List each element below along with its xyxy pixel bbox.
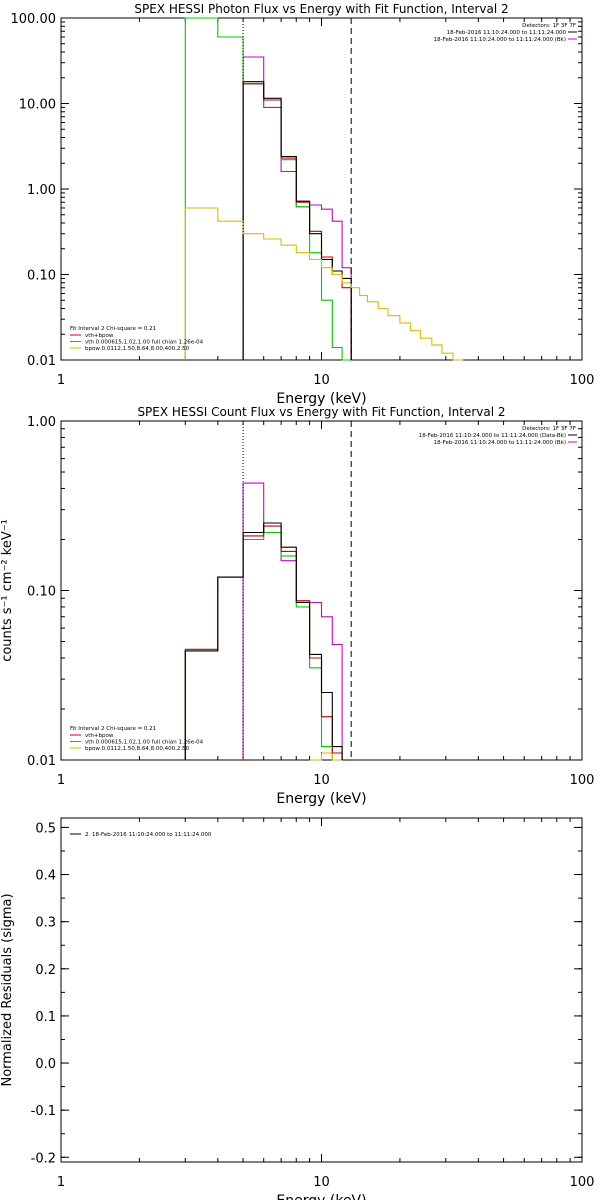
series-vth [184, 531, 333, 760]
panel-title: SPEX HESSI Count Flux vs Energy with Fit… [137, 405, 505, 419]
series-bpow [309, 752, 343, 761]
series-vth-bpow [242, 83, 352, 360]
y-tick-label: 0.2 [35, 963, 56, 978]
time-data-label: 18-Feb-2016 11:10:24.000 to 11:11:24.000… [419, 433, 566, 439]
detectors-label: Detectors: 1F 3F 7F [522, 23, 576, 29]
series-data [184, 522, 343, 760]
legend-bpow-label: bpow 0.0112,1.50,8.64,8.00,400,2.50 [85, 346, 190, 352]
x-axis-label: Energy (keV) [276, 391, 366, 407]
x-tick-label: 100 [570, 1175, 595, 1190]
legend-vth-label: vth 0.000615,1.02,1.00 full chian 1.26e-… [85, 340, 204, 346]
y-tick-label: 1.00 [27, 183, 56, 198]
legend-vth-label: vth 0.000615,1.02,1.00 full chian 1.26e-… [85, 740, 204, 746]
x-tick-label: 100 [570, 373, 595, 388]
y-tick-label: 0.0 [35, 1057, 56, 1072]
series-vth-bpow [184, 525, 343, 760]
plot-frame [60, 817, 583, 1163]
series-data [242, 81, 352, 360]
y-tick-label: -0.2 [31, 1151, 56, 1166]
x-tick-label: 1 [57, 773, 65, 788]
legend-bpow-label: bpow 0.0112,1.50,8.64,8.00,400,2.50 [85, 746, 190, 752]
x-axis-label: Energy (keV) [276, 1193, 366, 1200]
y-tick-label: 0.01 [27, 354, 56, 369]
y-tick-label: 0.3 [35, 916, 56, 931]
y-tick-label: -0.1 [31, 1104, 56, 1119]
panel-photon: 1 10 100 0.01 0.10 1.00 10.00 100.00 SPEX HESSI … [11, 2, 595, 407]
y-tick-label: 1.00 [27, 415, 56, 430]
y-tick-label: 0.10 [27, 585, 56, 600]
fit-info-label: Fit Interval 2 Chi-square = 0.21 [70, 726, 156, 732]
y-axis-label: counts s⁻¹ cm⁻² keV⁻¹ [0, 519, 15, 662]
y-axis-label: Normalized Residuals (sigma) [0, 893, 15, 1086]
y-tick-label: 0.5 [35, 821, 56, 836]
legend-total-label: vth+bpow [85, 333, 114, 339]
legend-total-label: vth+bpow [85, 733, 114, 739]
y-tick-label: 0.4 [35, 869, 56, 884]
y-tick-label: 0.10 [27, 269, 56, 284]
panel-title: SPEX HESSI Photon Flux vs Energy with Fi… [134, 2, 508, 16]
fit-info-label: Fit Interval 2 Chi-square = 0.21 [70, 326, 156, 332]
x-tick-label: 10 [313, 773, 330, 788]
time-bk-label: 18-Feb-2016 11:10:24.000 to 11:11:24.000… [434, 37, 566, 43]
resid-legend-label: 2. 18-Feb-2016 11:10:24.000 to 11:11:24.… [85, 832, 212, 838]
series-bpow [184, 207, 464, 361]
y-tick-label: 0.1 [35, 1010, 56, 1025]
x-tick-label: 10 [313, 373, 330, 388]
y-tick-label: 0.01 [27, 754, 56, 769]
series-vth [184, 17, 352, 361]
x-tick-label: 100 [570, 773, 595, 788]
panel-resid: 1 10 100 -0.2 -0.1 0.0 0.1 0.2 0.3 0.4 0.5 2. 18-Fe… [0, 817, 595, 1200]
plot-frame [60, 17, 583, 361]
x-tick-label: 1 [57, 1175, 65, 1190]
x-axis-label: Energy (keV) [276, 791, 366, 807]
detectors-label: Detectors: 1F 3F 7F [522, 426, 576, 432]
x-tick-label: 10 [313, 1175, 330, 1190]
panel-count: 1 10 100 0.01 0.10 1.00 SPEX HESSI Count Flux … [0, 405, 594, 807]
series-bk [242, 482, 343, 760]
time-bk-label: 18-Feb-2016 11:10:24.000 to 11:11:24.000… [434, 440, 566, 446]
y-tick-label: 100.00 [11, 12, 57, 27]
x-tick-label: 1 [57, 373, 65, 388]
y-tick-label: 10.00 [19, 98, 56, 113]
time-data-label: 18-Feb-2016 11:10:24.000 to 11:11:24.000 [447, 30, 567, 36]
series-bk [242, 56, 352, 360]
